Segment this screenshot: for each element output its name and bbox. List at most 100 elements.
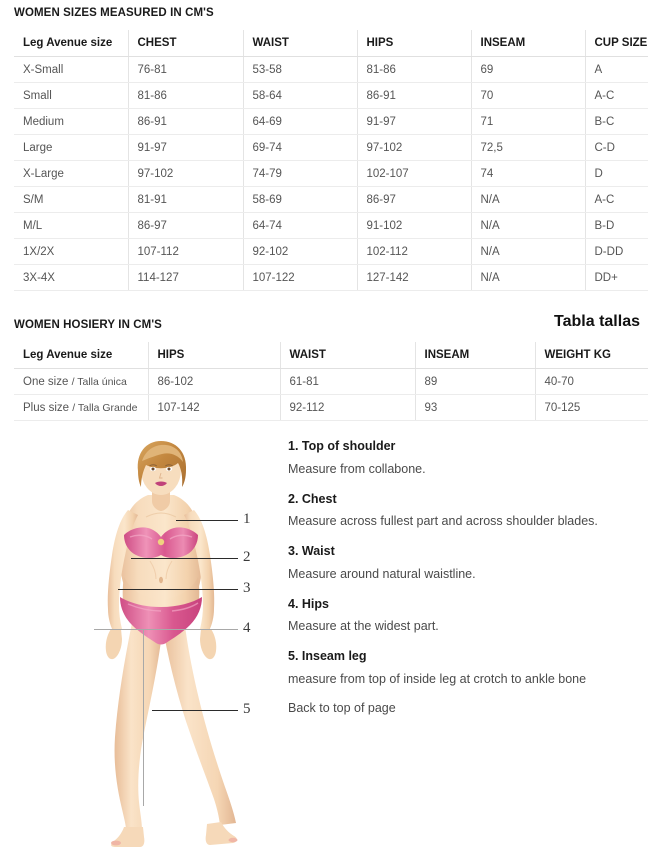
- cell-size: One size / Talla única: [14, 368, 149, 395]
- size-label-es: / Talla Grande: [72, 401, 138, 414]
- heading-women-sizes: WOMEN SIZES MEASURED IN CM'S: [14, 7, 214, 19]
- toenail: [228, 837, 238, 843]
- cell-size: X-Large: [14, 160, 129, 187]
- cell-chest: 81-91: [128, 186, 244, 213]
- toenail: [111, 840, 121, 846]
- cell-waist: 61-81: [280, 368, 416, 395]
- table-women-sizes: Leg Avenue size CHEST WAIST HIPS INSEAM …: [14, 30, 648, 291]
- cell-waist: 74-79: [243, 160, 358, 187]
- figure-collarbone: [145, 512, 177, 518]
- cell-inseam: 72,5: [471, 134, 586, 161]
- cell-cupsize: A-C: [585, 82, 648, 109]
- cell-waist: 58-69: [243, 186, 358, 213]
- callout-line-2: [131, 558, 238, 559]
- cell-size: Medium: [14, 108, 129, 135]
- figure-pupil: [151, 467, 155, 471]
- cell-hips: 127-142: [357, 264, 472, 291]
- cell-hips: 86-97: [357, 186, 472, 213]
- column-header-cupsize: CUP SIZE: [585, 30, 648, 57]
- cell-cupsize: A-C: [585, 186, 648, 213]
- cell-inseam: N/A: [471, 238, 586, 265]
- column-header-weight: WEIGHT KG: [535, 342, 648, 369]
- cell-cupsize: A: [585, 56, 648, 83]
- cell-chest: 107-112: [128, 238, 244, 265]
- column-header-hips: HIPS: [148, 342, 281, 369]
- cell-waist: 69-74: [243, 134, 358, 161]
- column-header-waist: WAIST: [243, 30, 358, 57]
- callout-line-5: [152, 710, 238, 711]
- column-header-size: Leg Avenue size: [14, 30, 129, 57]
- figure-left-hand: [105, 629, 122, 660]
- bikini-highlight: [127, 603, 162, 612]
- cell-inseam: N/A: [471, 264, 586, 291]
- table-header-row: Leg Avenue size HIPS WAIST INSEAM WEIGHT…: [14, 342, 648, 369]
- cell-inseam: 74: [471, 160, 586, 187]
- instruction-title-4: 4. Hips: [288, 596, 329, 611]
- bikini-clasp: [157, 538, 165, 546]
- instruction-title-2: 2. Chest: [288, 491, 337, 506]
- table-row: 3X-4X 114-127 107-122 127-142 N/A DD+: [14, 264, 648, 291]
- bikini-highlight: [129, 534, 153, 540]
- bikini-highlight: [169, 534, 193, 540]
- callout-line-3: [118, 589, 238, 590]
- cell-cupsize: B-D: [585, 212, 648, 239]
- cell-hips: 81-86: [357, 56, 472, 83]
- callout-number-3: 3: [243, 580, 251, 596]
- figure-hair-highlight: [142, 444, 183, 462]
- callout-number-4: 4: [243, 620, 251, 636]
- callout-number-5: 5: [243, 701, 251, 717]
- figure-contour: [165, 560, 173, 580]
- instruction-title-5: 5. Inseam leg: [288, 649, 367, 663]
- table-row: One size / Talla única 86-102 61-81 89 4…: [14, 368, 648, 395]
- column-header-waist: WAIST: [280, 342, 416, 369]
- figure-torso: [120, 495, 202, 617]
- size-label-es: / Talla única: [71, 375, 127, 388]
- cell-waist: 64-69: [243, 108, 358, 135]
- cell-weight: 70-125: [535, 394, 648, 421]
- callout-line-4: [94, 629, 238, 630]
- instruction-title-1: 1. Top of shoulder: [288, 439, 396, 453]
- table-row: S/M 81-91 58-69 86-97 N/A A-C: [14, 186, 648, 213]
- cell-inseam: 71: [471, 108, 586, 135]
- cell-cupsize: B-C: [585, 108, 648, 135]
- cell-inseam: 93: [415, 394, 536, 421]
- cell-size: Large: [14, 134, 129, 161]
- column-header-hips: HIPS: [357, 30, 472, 57]
- table-row: Large 91-97 69-74 97-102 72,5 C-D: [14, 134, 648, 161]
- table-row: M/L 86-97 64-74 91-102 N/A B-D: [14, 212, 648, 239]
- cell-chest: 97-102: [128, 160, 244, 187]
- cell-size: Small: [14, 82, 129, 109]
- cell-size: Plus size / Talla Grande: [14, 394, 149, 421]
- cell-chest: 91-97: [128, 134, 244, 161]
- figure-contour: [149, 560, 157, 580]
- cell-hips: 91-102: [357, 212, 472, 239]
- back-to-top-link[interactable]: Back to top of page: [288, 700, 396, 715]
- instruction-body-2: Measure across fullest part and across s…: [288, 514, 598, 529]
- figure-right-arm: [184, 510, 215, 631]
- cell-inseam: 70: [471, 82, 586, 109]
- cell-waist: 53-58: [243, 56, 358, 83]
- instruction-body-4: Measure at the widest part.: [288, 619, 439, 634]
- cell-hips: 102-112: [357, 238, 472, 265]
- cell-inseam: N/A: [471, 186, 586, 213]
- woman-figure-illustration: [105, 441, 238, 847]
- cell-cupsize: DD+: [585, 264, 648, 291]
- cell-waist: 64-74: [243, 212, 358, 239]
- instruction-title-3: 3. Waist: [288, 544, 335, 558]
- callout-number-2: 2: [243, 549, 251, 565]
- figure-mouth: [155, 481, 167, 486]
- body-measurement-figure: [86, 437, 282, 847]
- figure-eyebrow: [149, 464, 158, 467]
- cell-size: M/L: [14, 212, 129, 239]
- cell-inseam: 89: [415, 368, 536, 395]
- cell-size: X-Small: [14, 56, 129, 83]
- column-header-inseam: INSEAM: [471, 30, 586, 57]
- cell-cupsize: D: [585, 160, 648, 187]
- cell-chest: 86-91: [128, 108, 244, 135]
- cell-cupsize: C-D: [585, 134, 648, 161]
- measurement-instructions: 1. Top of shoulder Measure from collabon…: [288, 439, 654, 717]
- cell-size: 1X/2X: [14, 238, 129, 265]
- figure-right-hand: [200, 629, 217, 660]
- table-row: X-Large 97-102 74-79 102-107 74 D: [14, 160, 648, 187]
